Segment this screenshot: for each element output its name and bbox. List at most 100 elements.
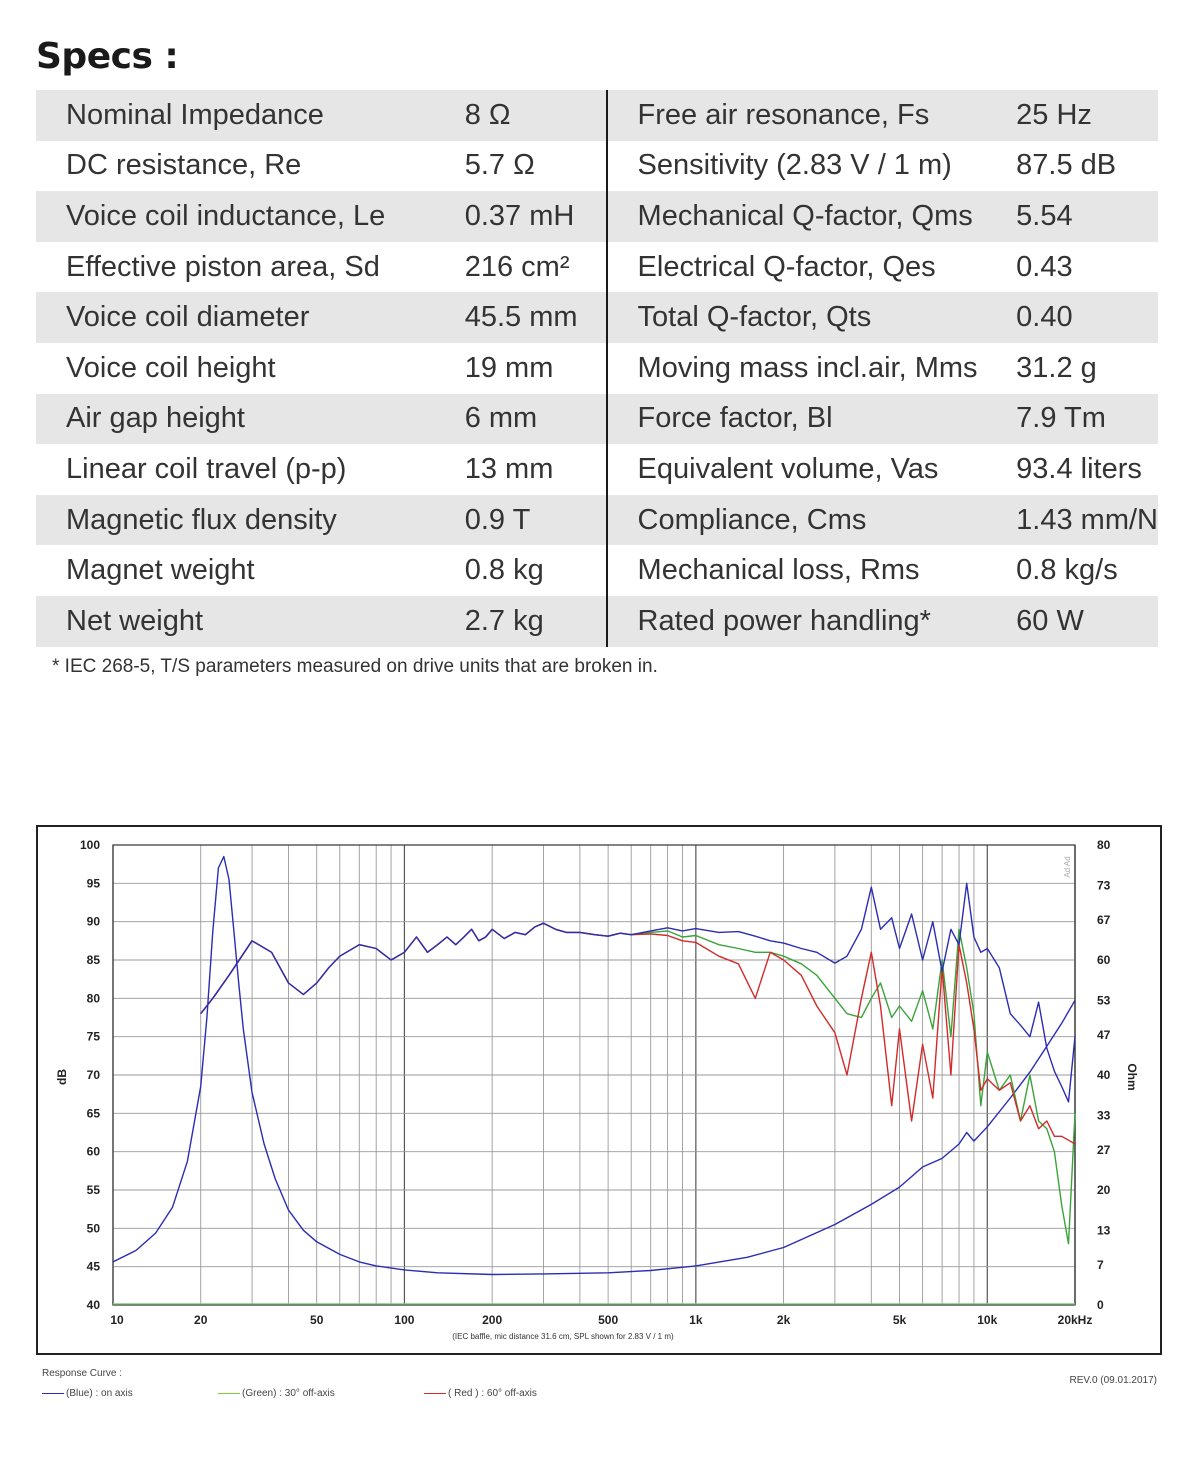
y2-tick-label: 13 — [1097, 1223, 1111, 1237]
spec-label-right: Mechanical loss, Rms — [637, 554, 920, 587]
y2-tick-label: 7 — [1097, 1258, 1104, 1272]
x-tick-label: 50 — [310, 1313, 324, 1327]
spec-value-left: 0.9 T — [462, 494, 608, 546]
y2-tick-label: 0 — [1097, 1298, 1104, 1312]
legend-item-red: ( Red ) : 60° off-axis — [424, 1388, 537, 1399]
y2-tick-label: 47 — [1097, 1028, 1111, 1042]
x-tick-label: 500 — [598, 1313, 618, 1327]
y-tick-label: 65 — [87, 1106, 101, 1120]
spec-value-right: 93.4 liters — [1016, 452, 1142, 485]
spec-value-left: 13 mm — [462, 444, 608, 495]
x-tick-label: 200 — [482, 1313, 502, 1327]
y2-tick-label: 27 — [1097, 1143, 1111, 1157]
y-tick-label: 75 — [87, 1030, 101, 1044]
x-tick-label: 100 — [394, 1313, 414, 1327]
spec-label-right: Force factor, Bl — [606, 393, 1011, 445]
plot-area-border — [112, 844, 1076, 1306]
x-tick-label: 1k — [689, 1313, 703, 1327]
y-tick-label: 90 — [87, 915, 101, 929]
spec-row: DC resistance, Re 5.7 Ω Sensitivity (2.83 … — [36, 140, 1158, 192]
spec-value-left: 8 Ω — [462, 90, 608, 141]
spec-value-left: 216 cm² — [462, 241, 608, 293]
spec-value-right: 5.54 — [1010, 191, 1158, 242]
spec-label-left: Magnet weight — [66, 554, 255, 587]
y-tick-label: 40 — [87, 1298, 101, 1312]
y2-tick-label: 53 — [1097, 993, 1111, 1007]
y-axis-label: dB — [55, 1069, 69, 1085]
spec-value-right: 31.2 g — [1016, 351, 1097, 384]
spec-value-left: 45.5 mm — [462, 292, 608, 343]
spec-row: Voice coil height 19 mm Moving mass incl.a… — [36, 342, 1158, 394]
spec-label-left: Net weight — [36, 595, 463, 647]
spec-value-left: 6 mm — [462, 393, 608, 445]
spec-label-right: Equivalent volume, Vas — [637, 452, 939, 485]
spec-label-left: Linear coil travel (p-p) — [66, 452, 347, 485]
y-tick-label: 80 — [87, 991, 101, 1005]
spec-label-right: Moving mass incl.air, Mms — [637, 351, 978, 384]
y-tick-label: 45 — [87, 1260, 101, 1274]
spec-value-right: 25 Hz — [1010, 90, 1158, 141]
frequency-response-chart: 40 45 50 55 60 65 70 75 80 85 90 95 100 0 7 13 20 27 33 40 4… — [55, 838, 1139, 1341]
x-tick-label: 20 — [194, 1313, 208, 1327]
spec-row: Voice coil diameter 45.5 mm Total Q-factor… — [36, 292, 1158, 343]
spec-row: Magnetic flux density 0.9 T Compliance, Cm… — [36, 494, 1158, 546]
spec-value-right: 1.43 mm/N — [1010, 494, 1158, 546]
legend-swatch-blue — [42, 1392, 64, 1394]
y-tick-label: 85 — [87, 953, 101, 967]
spec-label-left: Voice coil height — [66, 351, 276, 384]
spec-row: Nominal Impedance 8 Ω Free air resonance, … — [36, 90, 1158, 141]
specs-table-body: Nominal Impedance 8 Ω Free air resonance, … — [36, 90, 1158, 647]
spec-value-right: 0.8 kg/s — [1016, 554, 1118, 587]
spec-label-left: Voice coil inductance, Le — [36, 191, 463, 242]
specs-footnote: * IEC 268-5, T/S parameters measured on … — [52, 656, 658, 677]
legend-swatch-green — [218, 1392, 240, 1394]
y-tick-label: 50 — [87, 1221, 101, 1235]
spec-label-right: Electrical Q-factor, Qes — [637, 250, 936, 283]
x-tick-label: 5k — [893, 1313, 907, 1327]
series-line-red-60-off-axis — [200, 922, 1076, 1145]
legend-item-blue: (Blue) : on axis — [42, 1388, 133, 1399]
spec-label-right: Mechanical Q-factor, Qms — [606, 191, 1011, 242]
spec-label-left: Air gap height — [36, 393, 463, 445]
legend-item-green: (Green) : 30° off-axis — [218, 1388, 335, 1399]
spec-label-left: Effective piston area, Sd — [66, 250, 380, 283]
y2-axis-label: Ohm — [1125, 1063, 1139, 1090]
spec-label-right: Rated power handling* — [606, 595, 1011, 647]
spec-value-right: 60 W — [1010, 595, 1158, 647]
spec-row: Effective piston area, Sd 216 cm² Electric… — [36, 241, 1158, 293]
x-tick-label: 10 — [110, 1313, 124, 1327]
spec-value-left: 19 mm — [462, 342, 608, 394]
spec-value-left: 0.8 kg — [462, 545, 608, 596]
y2-tick-label: 73 — [1097, 878, 1111, 892]
spec-value-right: 7.9 Tm — [1010, 393, 1158, 445]
watermark: Ad Ad — [1063, 856, 1072, 877]
y2-tick-label: 60 — [1097, 953, 1111, 967]
y-tick-label: 55 — [87, 1183, 101, 1197]
series-line-green-30-off-axis — [200, 922, 1076, 1245]
specs-title: Specs : — [36, 36, 179, 77]
spec-label-right: Free air resonance, Fs — [606, 90, 1011, 141]
legend-label-red: ( Red ) : 60° off-axis — [448, 1388, 537, 1399]
y2-tick-label: 40 — [1097, 1068, 1111, 1082]
revision-label: REV.0 (09.01.2017) — [1069, 1375, 1157, 1386]
spec-label-left: Voice coil diameter — [36, 292, 463, 343]
y2-tick-label: 33 — [1097, 1108, 1111, 1122]
x-tick-label: 20kHz — [1058, 1313, 1093, 1327]
specs-table: Nominal Impedance 8 Ω Free air resonance, … — [36, 90, 1158, 647]
series-line-impedance — [112, 855, 1076, 1276]
legend-title: Response Curve : — [42, 1368, 123, 1379]
spec-value-left: 5.7 Ω — [462, 140, 608, 192]
series-line-blue-on-axis — [200, 882, 1076, 1103]
y2-tick-label: 20 — [1097, 1183, 1111, 1197]
spec-value-right: 87.5 dB — [1016, 149, 1117, 182]
spec-row: Air gap height 6 mm Force factor, Bl 7.9 Tm — [36, 393, 1158, 445]
x-tick-label: 2k — [777, 1313, 791, 1327]
spec-row: Net weight 2.7 kg Rated power handling* 60 … — [36, 595, 1158, 647]
spec-row: Voice coil inductance, Le 0.37 mH Mechanic… — [36, 191, 1158, 242]
x-axis-caption: (IEC baffle, mic distance 31.6 cm, SPL s… — [452, 1332, 674, 1341]
spec-label-left: DC resistance, Re — [66, 149, 302, 182]
spec-value-left: 0.37 mH — [462, 191, 608, 242]
spec-label-left: Magnetic flux density — [36, 494, 463, 546]
y-tick-label: 60 — [87, 1145, 101, 1159]
spec-row: Linear coil travel (p-p) 13 mm Equivalent … — [36, 444, 1158, 495]
